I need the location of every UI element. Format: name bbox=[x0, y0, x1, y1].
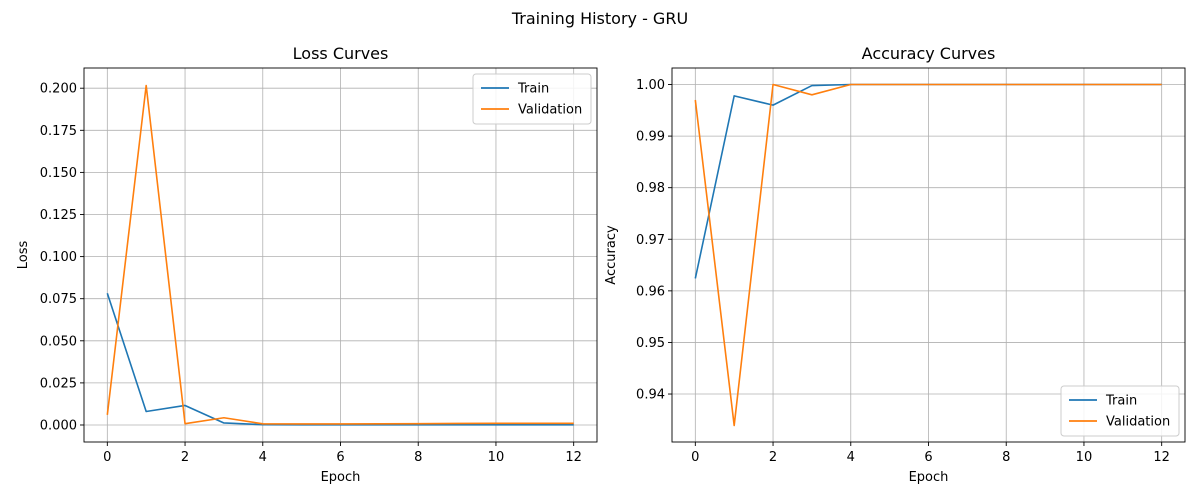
x-tick-label: 10 bbox=[488, 450, 505, 465]
x-axis-label: Epoch bbox=[909, 470, 949, 485]
y-tick-label: 0.200 bbox=[40, 82, 77, 97]
y-tick-label: 1.00 bbox=[636, 78, 665, 93]
x-tick-label: 4 bbox=[259, 450, 267, 465]
x-tick-label: 6 bbox=[924, 450, 932, 465]
loss-curves-panel: 0 2 4 6 8 10 12 0.000 0.025 0.050 0.075 0.100 0.125 0… bbox=[16, 44, 598, 485]
y-tick-label: 0.175 bbox=[40, 124, 77, 139]
legend-label-validation: Validation bbox=[518, 103, 582, 118]
x-tick-label: 8 bbox=[1002, 450, 1010, 465]
legend-label-train: Train bbox=[1105, 394, 1137, 409]
accuracy-curves-panel: 0 2 4 6 8 10 12 0.94 0.95 0.96 0.97 0.98 0.99 1.00 Epo… bbox=[604, 44, 1186, 485]
y-tick-label: 0.150 bbox=[40, 166, 77, 181]
y-tick-label: 0.050 bbox=[40, 334, 77, 349]
figure-suptitle: Training History - GRU bbox=[511, 9, 688, 28]
legend: Train Validation bbox=[472, 73, 592, 125]
y-tick-label: 0.97 bbox=[636, 233, 665, 248]
legend: Train Validation bbox=[1060, 385, 1180, 437]
chart-title: Accuracy Curves bbox=[862, 44, 996, 63]
series-line-validation bbox=[106, 84, 574, 425]
y-tick-label: 0.95 bbox=[636, 336, 665, 351]
x-tick-label: 0 bbox=[103, 450, 111, 465]
legend-label-validation: Validation bbox=[1106, 415, 1170, 430]
y-tick-label: 0.075 bbox=[40, 292, 77, 307]
legend-box bbox=[1060, 385, 1180, 437]
x-tick-label: 12 bbox=[1153, 450, 1170, 465]
y-tick-label: 0.98 bbox=[636, 181, 665, 196]
y-tick-label: 0.99 bbox=[636, 130, 665, 145]
y-tick-label: 0.125 bbox=[40, 208, 77, 223]
series-line-validation bbox=[694, 83, 1162, 427]
x-tick-label: 4 bbox=[847, 450, 855, 465]
x-tick-label: 12 bbox=[565, 450, 582, 465]
x-tick-label: 0 bbox=[691, 450, 699, 465]
x-tick-label: 6 bbox=[336, 450, 344, 465]
legend-box bbox=[472, 73, 592, 125]
y-tick-label: 0.000 bbox=[40, 418, 77, 433]
x-axis-label: Epoch bbox=[321, 470, 361, 485]
x-tick-label: 8 bbox=[414, 450, 422, 465]
legend-label-train: Train bbox=[517, 82, 549, 97]
x-tick-label: 2 bbox=[769, 450, 777, 465]
y-axis-label: Accuracy bbox=[604, 225, 619, 285]
y-tick-label: 0.94 bbox=[636, 388, 665, 403]
chart-title: Loss Curves bbox=[293, 44, 389, 63]
y-tick-label: 0.100 bbox=[40, 250, 77, 265]
series-line-train bbox=[106, 293, 574, 426]
y-tick-label: 0.96 bbox=[636, 284, 665, 299]
y-axis-label: Loss bbox=[16, 241, 31, 270]
x-tick-label: 10 bbox=[1076, 450, 1093, 465]
y-tick-label: 0.025 bbox=[40, 376, 77, 391]
x-tick-label: 2 bbox=[181, 450, 189, 465]
